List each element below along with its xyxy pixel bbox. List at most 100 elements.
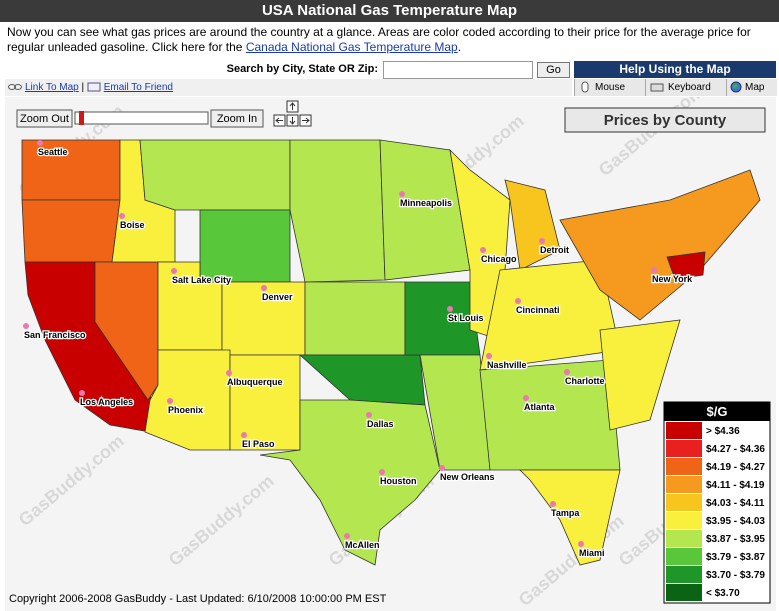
city-label: Miami bbox=[579, 548, 605, 558]
city-label: New Orleans bbox=[440, 472, 495, 482]
city-label: Dallas bbox=[367, 419, 394, 429]
city-dot bbox=[79, 390, 85, 396]
intro: Now you can see what gas prices are arou… bbox=[7, 25, 775, 55]
city-label: Atlanta bbox=[524, 402, 555, 412]
city-label: Minneapolis bbox=[400, 198, 452, 208]
city-label: Denver bbox=[262, 292, 293, 302]
tab-label: Map bbox=[745, 82, 765, 93]
canada-link[interactable]: Canada National Gas Temperature Map bbox=[245, 40, 458, 54]
legend-swatch bbox=[666, 566, 702, 583]
city-label: Albuquerque bbox=[227, 377, 283, 387]
zoom-slider[interactable] bbox=[74, 111, 209, 125]
prices-by-county-label: Prices by County bbox=[604, 112, 727, 129]
region bbox=[504, 179, 561, 271]
search-input[interactable] bbox=[383, 61, 533, 79]
city-label: Cincinnati bbox=[516, 305, 560, 315]
intro-text: Now you can see what gas prices are arou… bbox=[7, 25, 751, 54]
city-dot bbox=[486, 353, 492, 359]
go-button[interactable]: Go bbox=[537, 62, 570, 78]
icon bbox=[87, 82, 101, 92]
legend-label: $4.27 - $4.36 bbox=[706, 444, 765, 455]
map: GasBuddy.comGasBuddy.comGasBuddy.comGasB… bbox=[5, 97, 776, 611]
city-label: Charlotte bbox=[565, 376, 605, 386]
tab-label: Keyboard bbox=[668, 82, 711, 93]
city-dot bbox=[119, 213, 125, 219]
legend-label: $4.11 - $4.19 bbox=[706, 480, 765, 491]
icon bbox=[650, 83, 664, 92]
legend-swatch bbox=[666, 440, 702, 457]
zoom-in-label: Zoom In bbox=[217, 113, 257, 125]
zoom-thumb[interactable] bbox=[79, 111, 84, 125]
city-dot bbox=[226, 370, 232, 376]
search-label: Search by City, State OR Zip: bbox=[226, 63, 378, 75]
city-dot bbox=[480, 247, 486, 253]
city-label: Detroit bbox=[540, 245, 569, 255]
legend-label: $3.87 - $3.95 bbox=[706, 534, 765, 545]
city-dot bbox=[515, 298, 521, 304]
email-link[interactable]: Email To Friend bbox=[103, 82, 173, 93]
legend-label: $3.70 - $3.79 bbox=[706, 570, 765, 581]
city-dot bbox=[171, 268, 177, 274]
city-label: McAllen bbox=[345, 540, 380, 550]
prices-by-county-button[interactable] bbox=[564, 107, 766, 133]
legend-swatch bbox=[666, 458, 702, 475]
legend-swatch bbox=[666, 422, 702, 439]
city-dot bbox=[447, 306, 453, 312]
region bbox=[259, 399, 441, 566]
region bbox=[229, 354, 301, 451]
pan-arrows[interactable] bbox=[273, 100, 312, 127]
legend-label: $4.03 - $4.11 bbox=[706, 498, 765, 509]
link-to-map[interactable]: Link To Map bbox=[25, 82, 79, 93]
city-label: San Francisco bbox=[24, 330, 86, 340]
city-label: Salt Lake City bbox=[172, 275, 231, 285]
city-dot bbox=[564, 369, 570, 375]
intro-end: . bbox=[457, 40, 462, 54]
icon bbox=[730, 81, 742, 93]
city-label: Houston bbox=[380, 476, 417, 486]
region bbox=[139, 139, 291, 211]
legend-header bbox=[664, 402, 770, 421]
city-label: Seattle bbox=[38, 147, 68, 157]
region bbox=[304, 281, 406, 356]
zoom-controls: Zoom Out Zoom In bbox=[16, 100, 312, 128]
tab-label: Mouse bbox=[595, 82, 626, 93]
legend-swatch bbox=[666, 530, 702, 547]
zoom-out-button[interactable] bbox=[16, 109, 73, 128]
city-label: Chicago bbox=[481, 254, 517, 264]
city-dot bbox=[344, 533, 350, 539]
region bbox=[21, 199, 121, 263]
legend-swatch bbox=[666, 548, 702, 565]
zoom-in-button[interactable] bbox=[210, 109, 264, 128]
legend-swatch bbox=[666, 476, 702, 493]
legend-label: > $4.36 bbox=[706, 426, 740, 437]
region bbox=[289, 139, 386, 283]
city-dot bbox=[167, 398, 173, 404]
help-header: Help Using the Map bbox=[574, 61, 776, 78]
icon bbox=[8, 84, 22, 91]
city-label: El Paso bbox=[242, 439, 275, 449]
zoom-out-label: Zoom Out bbox=[20, 113, 69, 125]
city-dot bbox=[578, 541, 584, 547]
region bbox=[559, 169, 761, 321]
city-label: St Louis bbox=[448, 313, 484, 323]
city-label: Nashville bbox=[487, 360, 527, 370]
region bbox=[599, 319, 681, 431]
title-bar: USA National Gas Temperature Map bbox=[0, 0, 779, 22]
city-label: Phoenix bbox=[168, 405, 203, 415]
copyright: Copyright 2006-2008 GasBuddy - Last Upda… bbox=[9, 593, 387, 605]
region bbox=[519, 469, 621, 566]
city-dot bbox=[37, 140, 43, 146]
city-dot bbox=[523, 395, 529, 401]
tab-mouse[interactable]: Mouse bbox=[574, 79, 645, 96]
region bbox=[199, 209, 291, 283]
legend-swatch bbox=[666, 494, 702, 511]
legend-label: $3.79 - $3.87 bbox=[706, 552, 765, 563]
region bbox=[144, 349, 231, 451]
title: USA National Gas Temperature Map bbox=[261, 2, 518, 19]
city-dot bbox=[379, 469, 385, 475]
city-label: Tampa bbox=[551, 508, 580, 518]
tab-map[interactable]: Map bbox=[726, 79, 777, 96]
tab-keyboard[interactable]: Keyboard bbox=[645, 79, 726, 96]
legend-swatch bbox=[666, 512, 702, 529]
